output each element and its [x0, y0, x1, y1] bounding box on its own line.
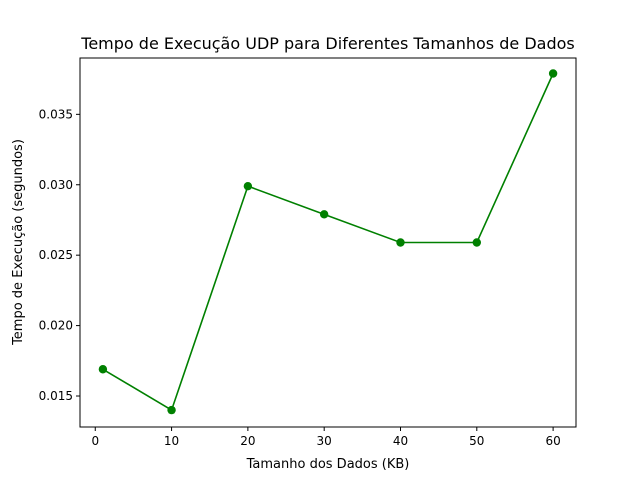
y-tick-label: 0.020 [39, 319, 73, 333]
chart-title: Tempo de Execução UDP para Diferentes Ta… [80, 34, 574, 53]
y-tick-label: 0.035 [39, 107, 73, 121]
series-group [98, 69, 558, 415]
x-tick-label: 60 [545, 434, 560, 448]
y-axis-label: Tempo de Execução (segundos) [11, 139, 26, 346]
data-point [98, 365, 108, 374]
x-tick-label: 40 [393, 434, 408, 448]
y-axis: 0.015 0.020 0.025 0.030 0.035 [39, 107, 80, 403]
data-point [319, 210, 329, 219]
x-tick-label: 30 [317, 434, 332, 448]
data-point [472, 238, 481, 247]
x-tick-label: 50 [469, 434, 484, 448]
plot-area [79, 57, 577, 428]
y-tick-label: 0.015 [39, 389, 73, 403]
x-tick-label: 10 [164, 434, 179, 448]
x-tick-label: 0 [91, 434, 99, 448]
x-axis: 0 10 20 30 40 50 60 [91, 427, 561, 448]
data-point [396, 238, 405, 247]
y-tick-label: 0.030 [39, 178, 73, 192]
y-tick-label: 0.025 [39, 248, 73, 262]
x-axis-label: Tamanho dos Dados (KB) [246, 457, 410, 472]
data-point [167, 405, 176, 415]
plot-frame [79, 57, 577, 428]
x-tick-label: 20 [240, 434, 255, 448]
data-point [548, 69, 558, 78]
data-point [243, 181, 253, 191]
